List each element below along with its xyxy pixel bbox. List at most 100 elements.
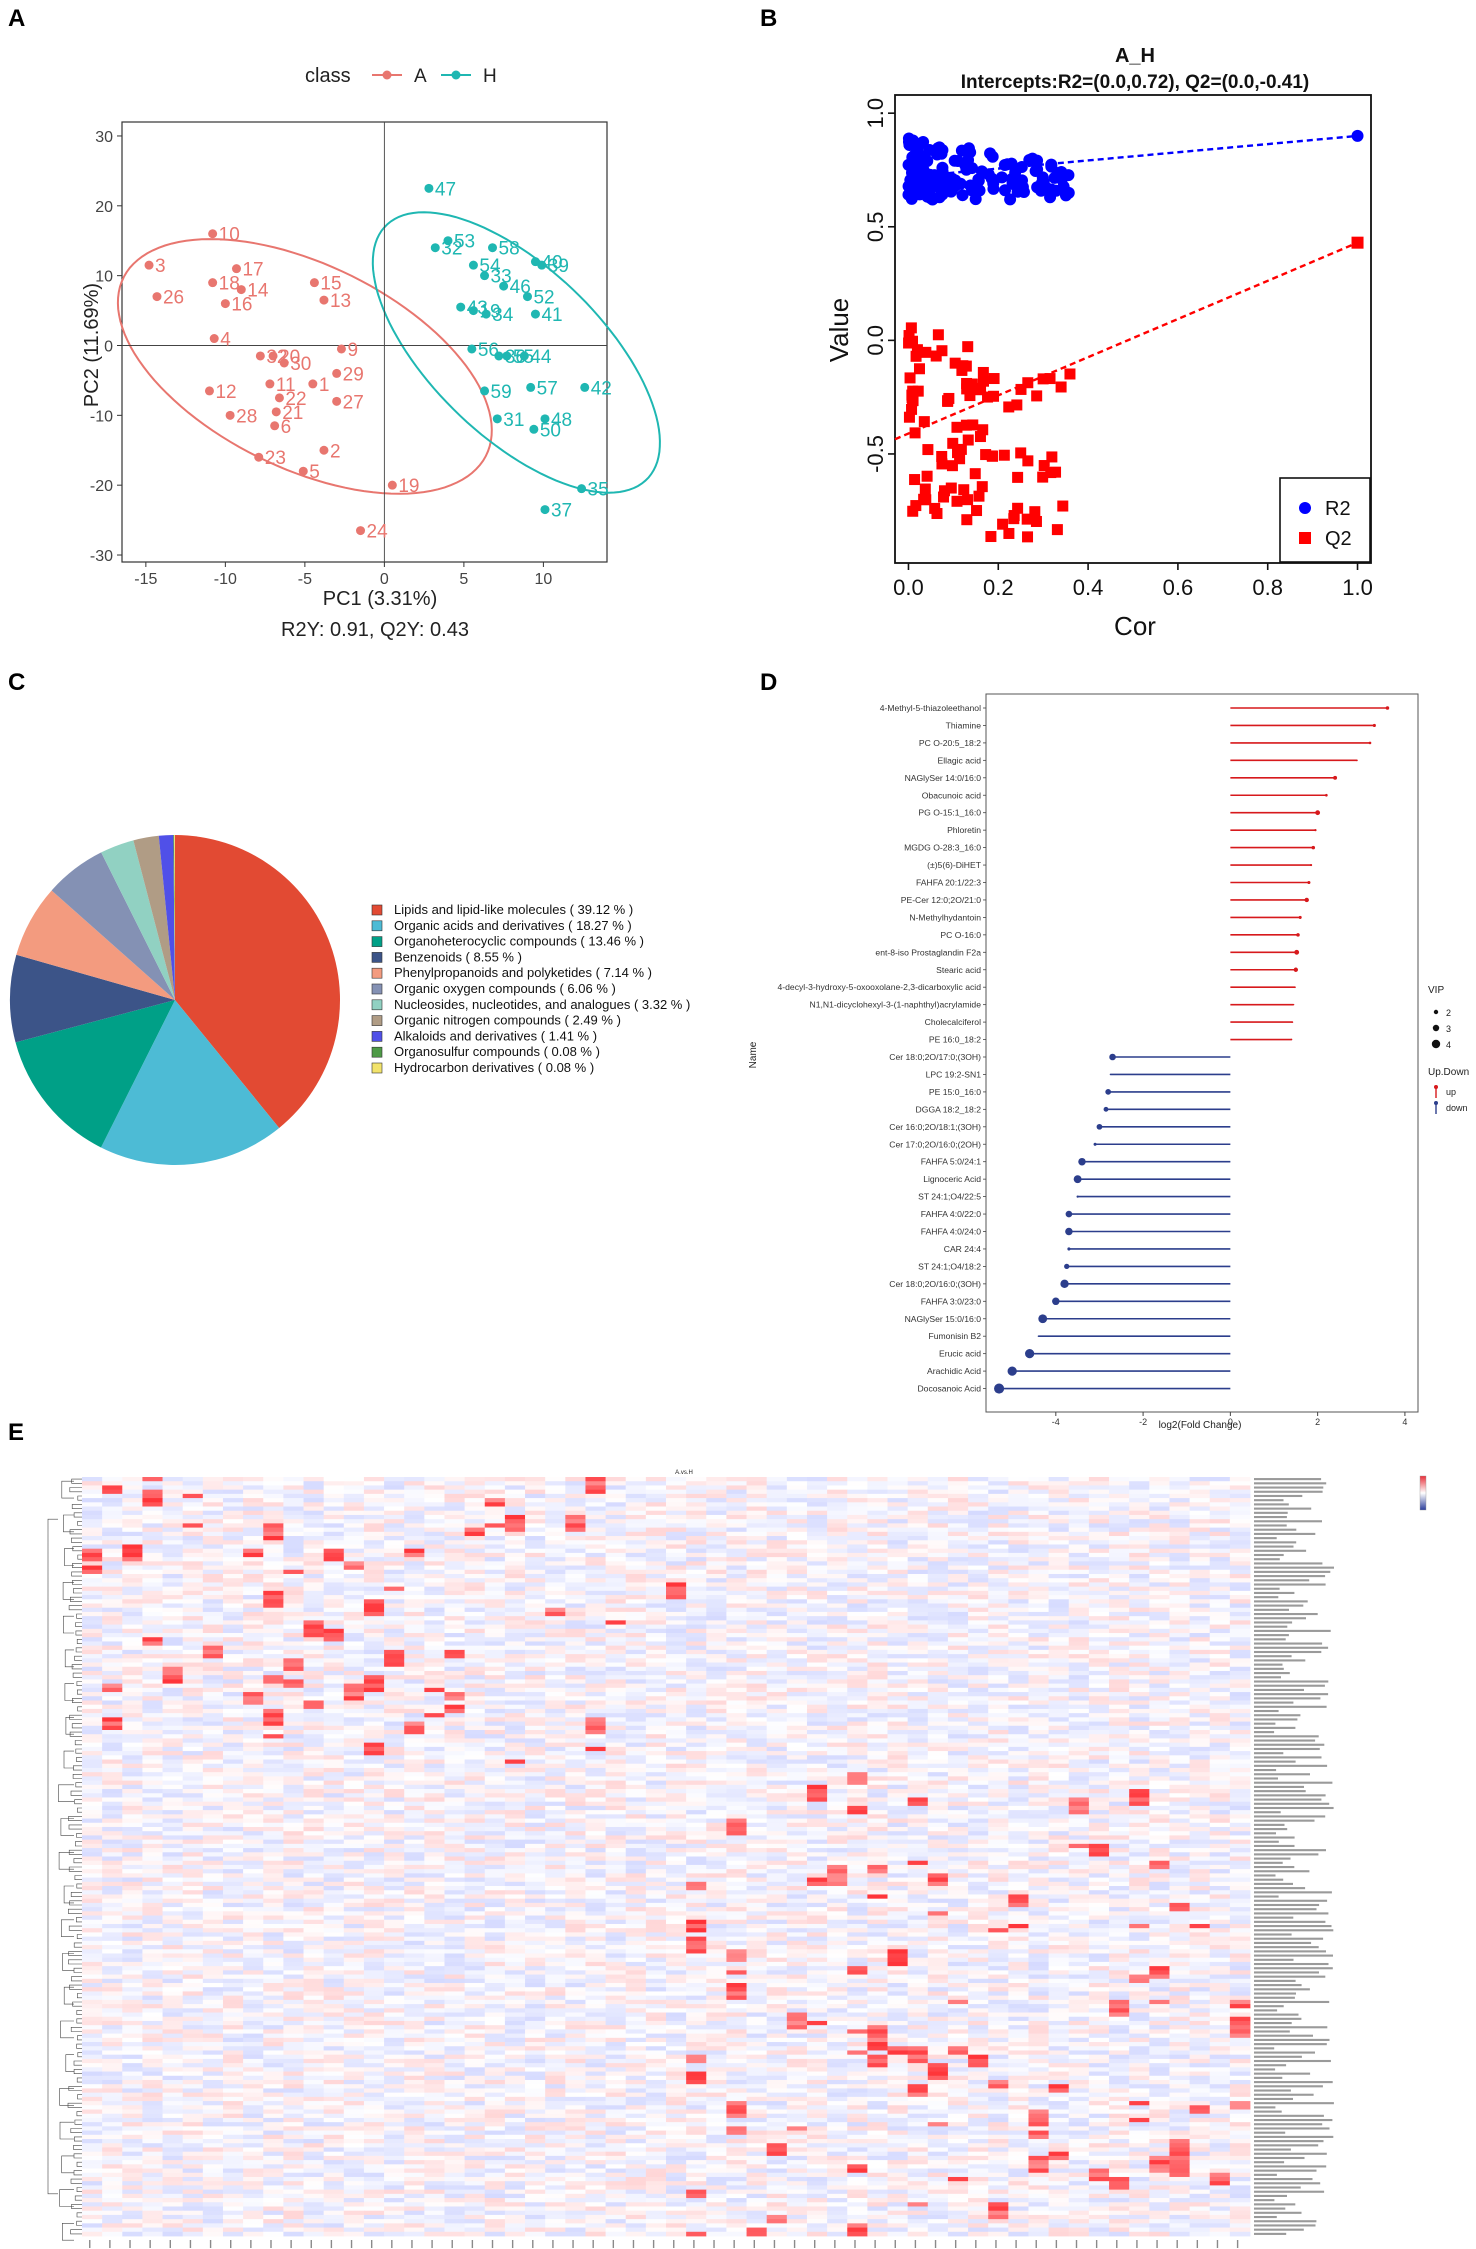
heatmap-cell [363, 1510, 385, 1516]
heatmap-cell [1189, 1611, 1211, 1617]
heatmap-cell [504, 1603, 526, 1609]
heatmap-cell [1149, 1696, 1170, 1701]
heatmap-cell [1189, 1519, 1211, 1524]
q2-permutation-point [918, 416, 930, 428]
heatmap-cell [847, 1751, 868, 1756]
heatmap-cell [565, 1477, 586, 1482]
heatmap-cell [867, 1734, 888, 1739]
heatmap-cell [1088, 1721, 1110, 1727]
heatmap-cell [706, 1510, 727, 1516]
heatmap-cell [726, 1725, 747, 1731]
heatmap-cell [1169, 1590, 1190, 1596]
heatmap-cell [1209, 1772, 1231, 1777]
heatmap-cell [504, 1772, 526, 1777]
heatmap-cell [102, 1776, 123, 1781]
heatmap-cell [867, 1506, 888, 1512]
heatmap-cell [263, 1477, 284, 1482]
heatmap-cell [847, 1767, 868, 1773]
heatmap-cell [363, 1696, 385, 1701]
heatmap-cell [102, 1633, 123, 1638]
heatmap-cell [1088, 1573, 1110, 1579]
heatmap-cell [303, 1552, 325, 1558]
heatmap-cell [504, 1498, 526, 1503]
heatmap-cell [565, 1738, 586, 1744]
q2-permutation-point [907, 385, 919, 397]
heatmap-cell [263, 1481, 284, 1486]
heatmap-cell [585, 1506, 606, 1512]
heatmap-cell [303, 1498, 325, 1503]
heatmap-cell [686, 1730, 707, 1735]
heatmap-cell [746, 1514, 768, 1520]
heatmap-cell [424, 1603, 445, 1609]
heatmap-cell [766, 1738, 788, 1744]
heatmap-cell [525, 1485, 546, 1491]
pie-legend-item-4: Phenylpropanoids and polyketides ( 7.14 … [371, 965, 652, 980]
heatmap-cell [82, 1595, 103, 1600]
heatmap-cell [545, 1485, 566, 1491]
heatmap-cell [766, 1590, 788, 1596]
heatmap-cell [142, 1573, 163, 1579]
heatmap-cell [887, 1624, 909, 1630]
heatmap-cell [283, 1590, 304, 1596]
heatmap-cell [645, 1611, 667, 1617]
heatmap-cell [1129, 1696, 1150, 1701]
heatmap-cell [122, 1759, 143, 1765]
heatmap-cell [786, 1536, 808, 1541]
heatmap-cell [243, 1633, 264, 1638]
heatmap-cell [847, 1624, 868, 1630]
heatmap-cell [464, 1713, 486, 1718]
heatmap-cell [726, 1599, 747, 1604]
q2-permutation-point [977, 375, 989, 387]
heatmap-cell [525, 1704, 546, 1710]
heatmap-cell [323, 1481, 345, 1486]
heatmap-cell [746, 1565, 768, 1571]
heatmap-cell [1028, 1734, 1050, 1739]
heatmap-cell [746, 1704, 768, 1710]
heatmap-cell [867, 1624, 888, 1630]
heatmap-cell [545, 1489, 566, 1495]
x-tick-label-b: 0.8 [1252, 575, 1283, 600]
heatmap-cell [464, 1649, 486, 1655]
heatmap-cell [1209, 1498, 1231, 1503]
heatmap-cell [283, 1633, 304, 1638]
heatmap-cell [1109, 1603, 1130, 1609]
heatmap-cell [545, 1772, 566, 1777]
heatmap-cell [1048, 1590, 1070, 1596]
heatmap-cell [968, 1510, 989, 1516]
heatmap-cell [726, 1755, 747, 1760]
heatmap-cell [303, 1738, 325, 1744]
heatmap-cell [927, 1662, 949, 1668]
heatmap-cell [968, 1742, 989, 1748]
heatmap-cell [323, 1552, 345, 1558]
heatmap-cell [887, 1485, 909, 1491]
heatmap-cell [1169, 1734, 1190, 1739]
heatmap-cell [625, 1599, 647, 1604]
heatmap-cell [1068, 1603, 1090, 1609]
heatmap-cell [504, 1536, 526, 1541]
heatmap-cell [202, 1654, 224, 1659]
heatmap-cell [504, 1544, 526, 1550]
heatmap-cell [303, 1527, 325, 1533]
heatmap-cell [726, 1628, 747, 1634]
heatmap-cell [82, 1675, 103, 1680]
heatmap-cell [847, 1755, 868, 1760]
heatmap-cell [343, 1548, 365, 1554]
heatmap-cell [827, 1797, 848, 1803]
heatmap-cell [1088, 1561, 1110, 1566]
heatmap-cell [525, 1713, 546, 1718]
heatmap-cell [122, 1776, 143, 1781]
heatmap-cell [645, 1700, 667, 1706]
heatmap-cell [263, 1730, 284, 1735]
heatmap-cell [404, 1493, 425, 1499]
heatmap-cell [424, 1552, 445, 1558]
heatmap-cell [525, 1725, 546, 1731]
heatmap-cell [847, 1679, 868, 1685]
heatmap-cell [182, 1793, 204, 1798]
heatmap-cell [625, 1624, 647, 1630]
heatmap-cell [525, 1717, 546, 1722]
heatmap-cell [444, 1603, 466, 1609]
heatmap-cell [102, 1759, 123, 1765]
heatmap-cell [947, 1481, 969, 1486]
heatmap-cell [182, 1569, 204, 1575]
heatmap-cell [1028, 1801, 1050, 1807]
